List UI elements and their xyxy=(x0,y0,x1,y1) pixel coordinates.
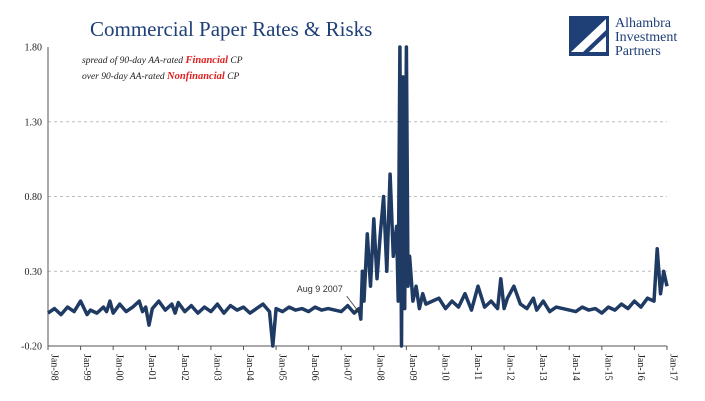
y-tick-label: 0.30 xyxy=(25,267,43,278)
x-tick-label: Jan-09 xyxy=(407,354,418,381)
chart-title: Commercial Paper Rates & Risks xyxy=(90,17,372,41)
x-tick-label: Jan-98 xyxy=(49,354,60,381)
chart-subtitle: spread of 90-day AA-rated Financial CP o… xyxy=(82,55,243,82)
x-tick-label: Jan-04 xyxy=(244,354,255,381)
x-tick-label: Jan-01 xyxy=(146,354,157,381)
y-tick-label: -0.20 xyxy=(21,342,42,353)
alhambra-logo-icon xyxy=(569,16,609,56)
x-tick-label: Jan-05 xyxy=(277,354,288,381)
subtitle-line-1: spread of 90-day AA-rated Financial CP xyxy=(82,55,243,66)
x-tick-label: Jan-10 xyxy=(439,354,450,381)
y-tick-label: 1.80 xyxy=(25,43,43,54)
grid xyxy=(48,121,667,272)
x-tick-label: Jan-03 xyxy=(211,354,222,381)
annotation-label: Aug 9 2007 xyxy=(297,284,343,294)
x-tick-label: Jan-11 xyxy=(472,354,483,380)
x-tick-label: Jan-17 xyxy=(668,354,679,381)
logo-line-1: Alhambra xyxy=(615,16,672,31)
x-tick-label: Jan-15 xyxy=(602,354,613,381)
x-tick-label: Jan-06 xyxy=(309,354,320,381)
x-tick-label: Jan-14 xyxy=(570,354,581,381)
x-axis: Jan-98 Jan-99 Jan-00 Jan-01 Jan-02 Jan-03 Jan-… xyxy=(47,346,679,381)
y-tick-label: 0.80 xyxy=(25,192,43,203)
y-axis: 1.80 1.30 0.80 0.30 -0.20 xyxy=(21,43,667,353)
x-tick-label: Jan-07 xyxy=(342,354,353,381)
x-tick-label: Jan-00 xyxy=(114,354,125,381)
x-tick-label: Jan-08 xyxy=(374,354,385,381)
annotation: Aug 9 2007 xyxy=(297,284,360,313)
x-tick-label: Jan-99 xyxy=(81,354,92,381)
x-tick-label: Jan-02 xyxy=(179,354,190,381)
x-tick-label: Jan-12 xyxy=(505,354,516,381)
logo-line-3: Partners xyxy=(615,44,661,59)
annotation-arrowhead xyxy=(354,308,359,313)
x-tick-label: Jan-16 xyxy=(635,354,646,381)
logo: Alhambra Investment Partners xyxy=(569,16,677,59)
x-tick-label: Jan-13 xyxy=(537,354,548,381)
logo-line-2: Investment xyxy=(615,30,677,45)
series-line xyxy=(47,45,669,348)
subtitle-line-2: over 90-day AA-rated Nonfinancial CP xyxy=(82,71,240,82)
plot-area xyxy=(47,45,669,348)
y-tick-label: 1.30 xyxy=(25,117,43,128)
